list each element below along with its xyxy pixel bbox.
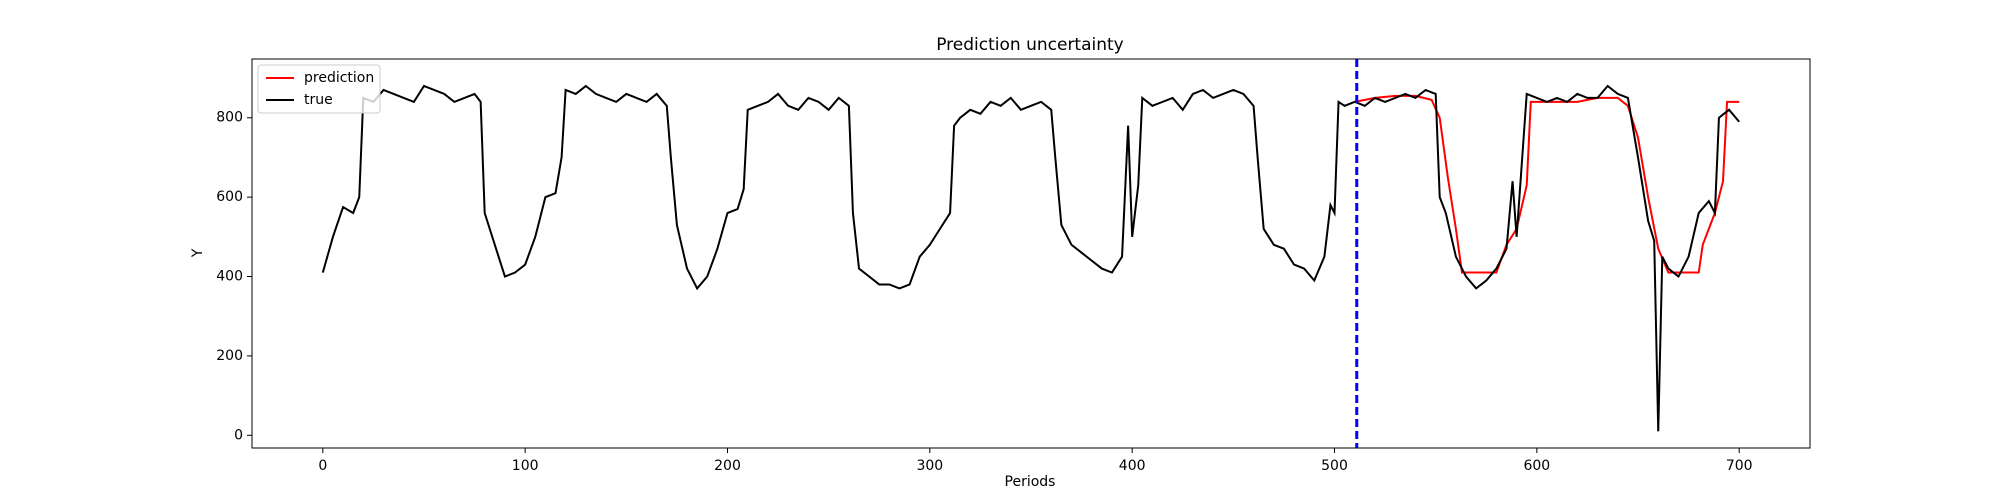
chart-title: Prediction uncertainty [936, 35, 1124, 55]
y-tick-label: 0 [234, 427, 243, 443]
x-tick-label: 400 [1119, 458, 1146, 474]
x-tick-label: 300 [916, 458, 943, 474]
y-axis-label: Y [190, 248, 206, 258]
x-tick-label: 700 [1726, 458, 1753, 474]
x-tick-label: 100 [512, 458, 539, 474]
y-tick-label: 400 [216, 269, 243, 285]
x-tick-label: 500 [1321, 458, 1348, 474]
line-series [321, 84, 1740, 432]
plot-frame [251, 58, 1811, 449]
y-tick-label: 800 [216, 110, 243, 126]
legend-label: prediction [304, 70, 374, 86]
x-tick-label: 0 [318, 458, 327, 474]
legend-label: true [304, 92, 333, 108]
line-series [1354, 94, 1740, 274]
y-tick-label: 600 [216, 189, 243, 205]
y-tick-label: 200 [216, 348, 243, 364]
x-axis-label: Periods [1005, 474, 1056, 490]
x-tick-label: 600 [1523, 458, 1550, 474]
x-tick-label: 200 [714, 458, 741, 474]
